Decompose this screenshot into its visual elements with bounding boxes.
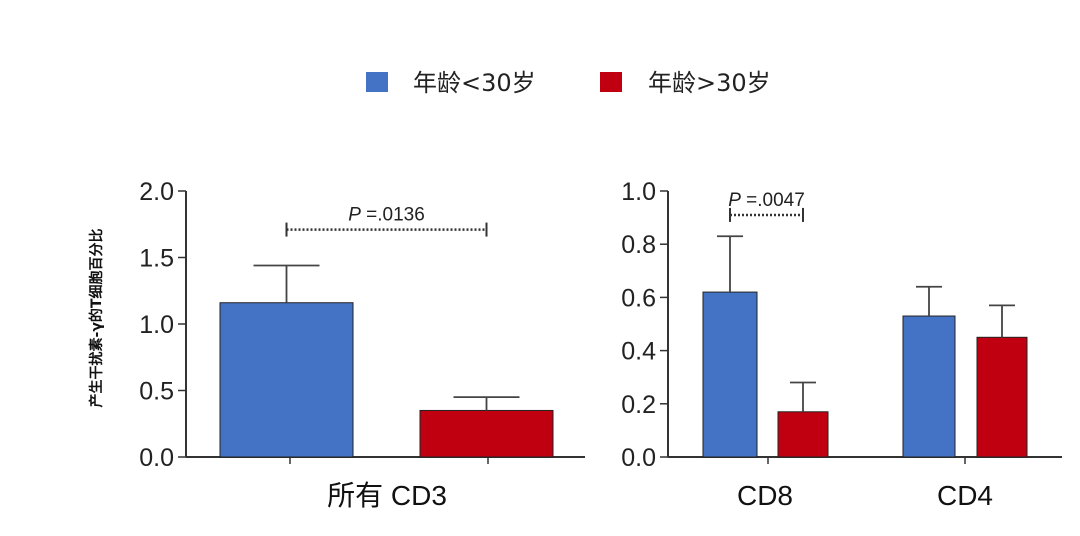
p-value-label-0: P =.0047 [728,190,805,211]
category-label-1: CD4 [937,480,993,511]
legend: 年龄<30岁 年龄>30岁 [366,69,771,97]
y-tick-label-1: 0.5 [139,378,174,406]
y-tick-label-1: 0.2 [621,391,656,419]
y-tick-label-4: 0.8 [621,231,656,259]
legend-swatch-0 [366,72,388,92]
y-axis-label: 产生干扰素-γ的T细胞百分比 [88,229,105,408]
y-tick-label-4: 2.0 [139,178,174,206]
y-tick-label-3: 1.5 [139,245,174,273]
p-value-label-0: P =.0136 [348,205,425,226]
legend-label-1: 年龄>30岁 [648,69,771,97]
y-tick-label-0: 0.0 [621,444,656,472]
p-value-letter: P [728,190,741,211]
bar-lt30-cd4 [902,315,956,458]
bar-gt30-cd4 [976,336,1028,458]
y-tick-label-3: 0.6 [621,284,656,312]
p-value-number: =.0047 [741,190,805,211]
y-tick-label-5: 1.0 [621,178,656,206]
category-label-0: CD8 [737,480,793,511]
legend-swatch-1 [600,72,622,92]
y-tick-label-2: 1.0 [139,311,174,339]
bar-gt30-cd8 [777,411,829,458]
legend-label-0: 年龄<30岁 [413,69,536,97]
bar-gt30-所有-cd3 [419,409,554,458]
category-label-0: 所有 CD3 [327,480,447,511]
bar-lt30-cd8 [702,291,758,458]
chart-panel-cd3: 0.0 0.5 1.0 1.5 2.0 所有 CD3 P =.0136 [139,178,585,511]
y-tick-label-2: 0.4 [621,338,656,366]
chart-panel-cd8-cd4: 0.0 0.2 0.4 0.6 0.8 1.0 CD8 CD4 P =.0047 [621,178,1062,511]
y-tick-label-0: 0.0 [139,444,174,472]
bar-lt30-所有-cd3 [219,302,354,458]
p-value-number: =.0136 [361,205,425,226]
p-value-letter: P [348,205,361,226]
